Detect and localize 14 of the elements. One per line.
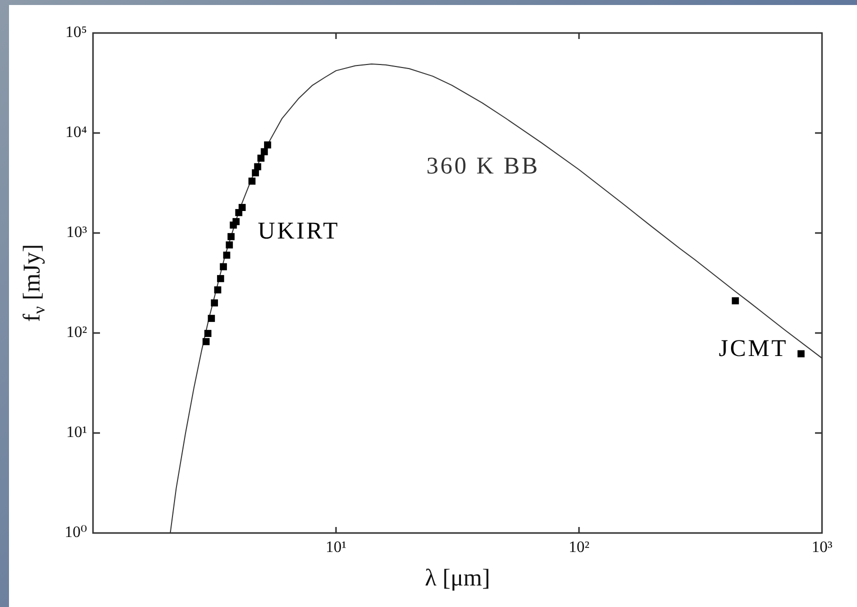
y-tick-label: 10¹ xyxy=(66,424,88,442)
y-tick-label: 10⁰ xyxy=(64,524,87,542)
x-tick-label: 10¹ xyxy=(326,538,347,556)
y-tick-label: 10⁴ xyxy=(65,124,88,142)
y-tick-label: 10² xyxy=(66,324,88,342)
series-label: 360 K BB xyxy=(426,153,540,180)
x-tick-label: 10³ xyxy=(812,538,833,556)
x-tick-label: 10² xyxy=(568,538,590,556)
y-tick-label: 10³ xyxy=(66,224,88,242)
y-axis-title: fν [mJy] xyxy=(19,244,49,322)
series-label: JCMT xyxy=(718,336,788,362)
series-label: UKIRT xyxy=(258,218,340,244)
y-tick-label: 10⁵ xyxy=(65,24,87,42)
x-axis-title: λ [μm] xyxy=(424,565,490,592)
